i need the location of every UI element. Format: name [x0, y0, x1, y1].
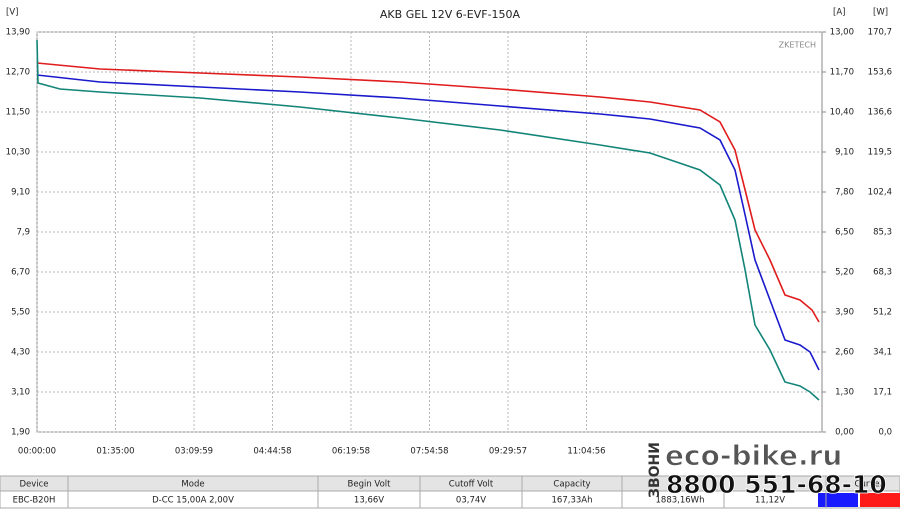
table-cell: 1883,16Wh	[656, 496, 705, 506]
table-cell: D-CC 15,00A 2,00V	[152, 496, 234, 506]
x-tick-label: 03:09:59	[175, 447, 213, 457]
y3-tick-label: 17,1	[873, 387, 892, 397]
y-tick-label: 3,10	[11, 388, 30, 398]
table-row-bg	[0, 490, 900, 509]
y2-tick-label: 13,00	[830, 28, 854, 38]
curve	[36, 62, 820, 323]
curve	[36, 74, 820, 371]
y-tick-label: 12,70	[6, 68, 30, 78]
x-tick-label: 01:35:00	[96, 447, 134, 457]
y-tick-label: 11,50	[6, 108, 30, 118]
y3-tick-label: 85,3	[873, 228, 892, 238]
table-cell: 11,12V	[755, 496, 785, 506]
y3-unit: [W]	[873, 8, 888, 18]
y2-tick-label: 6,50	[835, 228, 854, 238]
table-cell: EBC-B20H	[13, 496, 56, 506]
y3-tick-label: 170,7	[868, 28, 892, 38]
y2-tick-label: 5,20	[835, 268, 854, 278]
y2-tick-label: 9,10	[835, 148, 854, 158]
x-tick-label: 06:19:58	[332, 447, 370, 457]
y-tick-label: 6,70	[11, 268, 30, 278]
y2-tick-label: 7,80	[835, 188, 854, 198]
y-tick-label: 4,30	[11, 348, 30, 358]
y2-tick-label: 1,30	[835, 388, 854, 398]
y-tick-label: 9,10	[11, 188, 30, 198]
y3-tick-label: 102,4	[868, 188, 892, 198]
y-tick-label: 1,90	[11, 428, 30, 438]
y3-tick-label: 153,6	[868, 68, 892, 78]
y2-unit: [A]	[833, 8, 845, 18]
curve-swatch	[818, 493, 858, 507]
y-unit: [V]	[6, 8, 18, 18]
y-tick-label: 5,50	[11, 308, 30, 318]
x-tick-label: 09:29:57	[489, 447, 527, 457]
x-tick-label: 07:54:58	[410, 447, 448, 457]
table-cell: 03,74V	[456, 496, 486, 506]
table-header: Begin Volt	[348, 480, 392, 490]
y3-tick-label: 136,6	[868, 107, 892, 117]
x-tick-label: 04:44:58	[253, 447, 291, 457]
table-header: CurveA	[855, 480, 886, 490]
table-header: Cutoff Volt	[449, 480, 494, 490]
x-tick-label: 11:04:56	[567, 447, 605, 457]
y-tick-label: 13,90	[6, 28, 30, 38]
watermark-call: ЗВОНИ	[647, 442, 663, 498]
y3-tick-label: 0,0	[878, 428, 892, 438]
table-cell: 13,66V	[354, 496, 384, 506]
brand: ZKETECH	[779, 41, 816, 50]
table: Device Mode Begin Volt Cutoff Volt Capacity C…	[13, 476, 886, 508]
y-tick-label: 7,9	[16, 228, 30, 238]
table-header: Capacity	[553, 480, 590, 490]
y3-tick-label: 34,1	[873, 348, 892, 358]
table-header: Mode	[181, 480, 204, 490]
y-tick-label: 10,30	[6, 148, 30, 158]
curve-swatch	[860, 493, 900, 507]
x-tick-label: 00:00:00	[18, 447, 56, 457]
table-header: Device	[19, 480, 48, 490]
y3-tick-label: 68,3	[873, 267, 892, 277]
table-cell: 167,33Ah	[552, 496, 593, 506]
curve	[36, 39, 820, 401]
y2-tick-label: 11,70	[830, 68, 854, 78]
y3-tick-label: 119,5	[868, 147, 892, 157]
chart-title: AKB GEL 12V 6-EVF-150A	[380, 8, 521, 21]
plot: 13,90 12,70 11,50 10,30 9,10 7,9 6,70 5,50 4,30 3…	[6, 28, 892, 457]
y2-tick-label: 0,00	[835, 428, 854, 438]
y2-tick-label: 2,60	[835, 348, 854, 358]
y3-tick-label: 51,2	[873, 308, 892, 318]
watermark-phone: 8800 551-68-10	[666, 470, 887, 499]
y2-tick-label: 3,90	[835, 308, 854, 318]
y2-tick-label: 10,40	[830, 108, 854, 118]
watermark-site: eco-bike.ru	[665, 439, 842, 472]
watermark: ЗВОНИ eco-bike.ru 8800 551-68-10	[647, 439, 887, 500]
